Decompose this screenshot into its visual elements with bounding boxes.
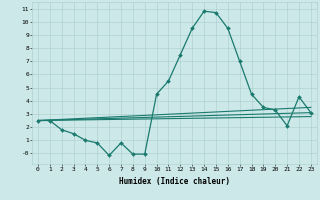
X-axis label: Humidex (Indice chaleur): Humidex (Indice chaleur) — [119, 177, 230, 186]
